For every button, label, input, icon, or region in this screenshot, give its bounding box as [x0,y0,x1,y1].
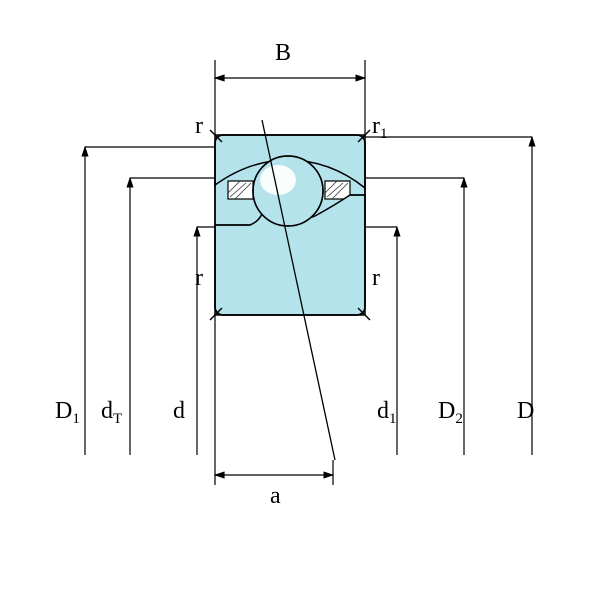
dim-B [215,60,365,135]
label-D2: D2 [438,398,463,425]
label-B: B [275,40,291,67]
label-dT: dT [101,398,122,425]
label-d1: d1 [377,398,397,425]
diagram-svg [0,0,600,600]
dim-d [197,227,215,455]
label-r-br: r [372,265,380,292]
bearing-diagram: B a D1 dT d d1 D2 D r r1 r r [0,0,600,600]
dim-a [215,315,333,485]
label-a: a [270,483,281,510]
label-r-tl: r [195,113,203,140]
label-r-tr: r1 [372,113,388,140]
label-d: d [173,398,185,425]
label-D: D [517,398,534,425]
label-r-bl: r [195,265,203,292]
label-D1: D1 [55,398,80,425]
